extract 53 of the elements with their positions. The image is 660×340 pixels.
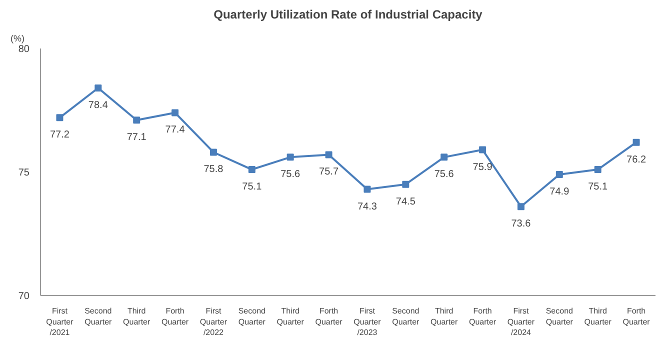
x-tick-label: Forth Quarter: [161, 306, 189, 326]
x-tick-label: Third Quarter: [584, 306, 612, 326]
y-tick-label: 80: [18, 44, 30, 55]
data-label: 74.5: [396, 196, 416, 208]
point: [94, 84, 102, 92]
point: [325, 151, 332, 158]
point: [402, 180, 410, 188]
data-label: 73.6: [511, 218, 532, 230]
data-label: 75.1: [588, 182, 608, 193]
point: [172, 109, 179, 116]
data-label: 75.6: [280, 169, 301, 180]
x-tick-label: Third Quarter: [430, 306, 458, 326]
data-label: 74.9: [550, 186, 570, 198]
data-label: 75.9: [472, 162, 493, 173]
point: [556, 170, 563, 178]
data-label: 77.4: [165, 124, 186, 136]
x-tick-label: Third Quarter: [123, 306, 150, 326]
x-tick-label: Forth Quarter: [468, 306, 496, 326]
point: [594, 166, 602, 174]
data-label: 77.2: [50, 130, 70, 141]
point: [479, 146, 486, 154]
point: [632, 138, 640, 146]
x-tick-label: First Quarter /2023: [354, 306, 382, 338]
x-tick-label: Second Quarter: [84, 306, 112, 326]
data-label: 75.1: [242, 182, 262, 193]
point: [517, 203, 524, 210]
x-tick-label: Second Quarter: [546, 306, 574, 326]
x-tick-label: First Quarter /2022: [200, 306, 228, 338]
x-tick-label: First Quarter /2024: [507, 306, 535, 338]
y-tick-label: 75: [18, 168, 30, 178]
x-tick-label: Second Quarter: [238, 306, 266, 326]
point: [133, 116, 140, 124]
y-tick-label: 70: [18, 291, 30, 302]
chart-title: Quarterly Utilization Rate of Industrial Capacity: [214, 8, 483, 22]
x-tick-label: Forth Quarter: [315, 306, 343, 326]
x-tick-label: Forth Quarter: [622, 306, 650, 326]
data-label: 78.4: [88, 100, 108, 112]
x-tick-label: First Quarter /2021: [46, 306, 74, 338]
point: [440, 154, 448, 161]
data-label: 77.1: [126, 132, 147, 144]
point: [56, 114, 64, 122]
point: [286, 154, 294, 161]
point: [248, 166, 256, 174]
data-label: 74.3: [357, 201, 378, 212]
point: [364, 186, 371, 193]
x-tick-label: Third Quarter: [276, 306, 304, 326]
x-tick-label: Second Quarter: [392, 306, 420, 326]
point: [210, 148, 217, 156]
data-label: 75.8: [204, 164, 224, 176]
data-label: 76.2: [626, 154, 646, 166]
data-label: 75.6: [434, 169, 454, 180]
data-label: 75.7: [319, 166, 339, 178]
y-axis-title: (%): [10, 34, 24, 44]
